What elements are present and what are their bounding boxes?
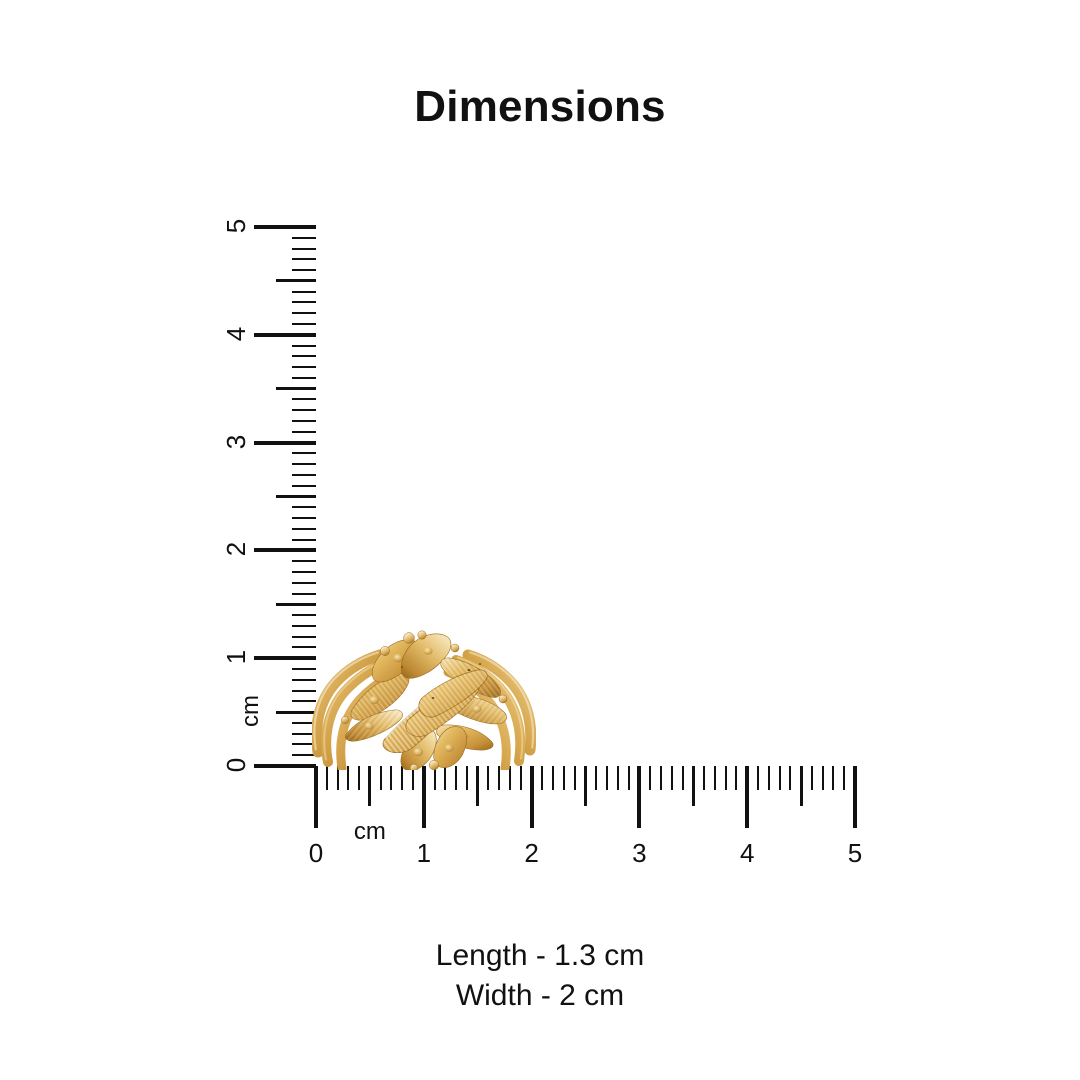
vertical-ruler-tick bbox=[292, 570, 316, 573]
vertical-ruler-tick bbox=[254, 332, 316, 337]
vertical-ruler-tick bbox=[254, 764, 316, 768]
horizontal-ruler-label: 4 bbox=[739, 838, 755, 868]
horizontal-ruler-tick bbox=[853, 766, 857, 828]
horizontal-ruler-label: 5 bbox=[847, 838, 863, 868]
vertical-ruler-tick bbox=[292, 398, 316, 401]
horizontal-ruler-tick bbox=[529, 766, 534, 828]
vertical-ruler-tick bbox=[254, 440, 316, 445]
vertical-ruler-tick bbox=[292, 290, 316, 293]
vertical-ruler-tick bbox=[292, 430, 316, 433]
horizontal-ruler-tick bbox=[573, 766, 576, 790]
vertical-ruler-tick bbox=[292, 409, 316, 412]
vertical-ruler-tick bbox=[292, 258, 316, 261]
vertical-ruler-label: 4 bbox=[221, 326, 251, 342]
horizontal-ruler-tick bbox=[735, 766, 738, 790]
vertical-ruler-tick bbox=[254, 225, 316, 229]
vertical-ruler-tick bbox=[292, 420, 316, 423]
horizontal-ruler-tick bbox=[843, 766, 846, 790]
horizontal-ruler-label: 2 bbox=[524, 838, 539, 868]
vertical-ruler-tick bbox=[292, 506, 316, 509]
vertical-ruler-tick bbox=[292, 581, 316, 584]
vertical-ruler-tick bbox=[292, 301, 316, 304]
horizontal-ruler-tick bbox=[421, 766, 426, 828]
horizontal-ruler-tick bbox=[627, 766, 630, 790]
horizontal-ruler-tick bbox=[541, 766, 544, 790]
vertical-ruler-tick bbox=[276, 602, 316, 606]
horizontal-ruler-tick bbox=[832, 766, 835, 790]
vertical-ruler-tick bbox=[292, 463, 316, 466]
horizontal-ruler-tick bbox=[637, 766, 642, 828]
horizontal-ruler-tick bbox=[713, 766, 716, 790]
horizontal-ruler-unit-label: cm bbox=[353, 818, 386, 845]
horizontal-ruler-tick bbox=[703, 766, 706, 790]
vertical-ruler-tick bbox=[292, 366, 316, 369]
vertical-ruler-label: 5 bbox=[221, 218, 251, 234]
vertical-ruler-label: 1 bbox=[221, 649, 251, 665]
horizontal-ruler-tick bbox=[691, 766, 695, 806]
horizontal-ruler-tick bbox=[584, 766, 587, 806]
vertical-ruler-tick bbox=[292, 355, 316, 358]
horizontal-ruler-label: 3 bbox=[632, 838, 647, 868]
horizontal-ruler-tick bbox=[552, 766, 555, 790]
vertical-ruler-label: 0 bbox=[221, 757, 251, 773]
vertical-ruler-label: 2 bbox=[221, 542, 251, 557]
vertical-ruler-tick bbox=[292, 344, 316, 347]
horizontal-ruler-tick bbox=[799, 766, 803, 806]
horizontal-ruler-tick bbox=[767, 766, 770, 790]
vertical-ruler-tick bbox=[292, 452, 316, 455]
horizontal-ruler-tick bbox=[756, 766, 759, 790]
vertical-ruler-tick bbox=[276, 387, 316, 391]
vertical-ruler-tick bbox=[292, 484, 316, 487]
horizontal-ruler-tick bbox=[595, 766, 598, 790]
caption-length: Length - 1.3 cm bbox=[435, 939, 645, 972]
vertical-ruler-tick bbox=[292, 560, 316, 563]
vertical-ruler-tick bbox=[276, 279, 316, 283]
horizontal-ruler-tick bbox=[616, 766, 619, 790]
vertical-ruler-tick bbox=[292, 517, 316, 520]
vertical-ruler-tick bbox=[276, 495, 316, 498]
vertical-ruler-tick bbox=[292, 592, 316, 595]
horizontal-ruler-label: 1 bbox=[416, 838, 432, 868]
vertical-ruler-label: 3 bbox=[221, 434, 251, 449]
horizontal-ruler-tick bbox=[649, 766, 652, 790]
horizontal-ruler-tick bbox=[606, 766, 609, 790]
dimensions-caption: Length - 1.3 cm Width - 2 cm bbox=[0, 936, 1080, 1015]
vertical-ruler-unit-label: cm bbox=[237, 695, 264, 728]
horizontal-ruler-tick bbox=[745, 766, 750, 828]
vertical-ruler-tick bbox=[292, 236, 316, 239]
ring-illustration bbox=[312, 630, 536, 770]
vertical-ruler-tick bbox=[292, 312, 316, 315]
horizontal-ruler-tick bbox=[368, 766, 372, 806]
product-image-gold-knot-ring bbox=[312, 624, 536, 770]
vertical-ruler-tick bbox=[292, 527, 316, 530]
horizontal-ruler-tick bbox=[681, 766, 684, 790]
horizontal-ruler-tick bbox=[314, 766, 318, 828]
vertical-ruler-tick bbox=[292, 247, 316, 250]
horizontal-ruler-tick bbox=[789, 766, 792, 790]
caption-width: Width - 2 cm bbox=[455, 978, 625, 1012]
horizontal-ruler-tick bbox=[476, 766, 480, 806]
vertical-ruler-tick bbox=[292, 323, 316, 326]
vertical-ruler-tick bbox=[292, 269, 316, 272]
horizontal-ruler-tick bbox=[670, 766, 673, 790]
page-title: Dimensions bbox=[414, 82, 666, 131]
horizontal-ruler-tick bbox=[724, 766, 727, 790]
vertical-ruler-tick bbox=[276, 710, 316, 714]
vertical-ruler-tick bbox=[292, 376, 316, 379]
horizontal-ruler-tick bbox=[821, 766, 824, 790]
horizontal-ruler-label: 0 bbox=[308, 838, 324, 868]
vertical-ruler-tick bbox=[254, 656, 316, 661]
vertical-ruler-tick bbox=[254, 548, 316, 553]
horizontal-ruler-tick bbox=[659, 766, 662, 790]
vertical-ruler-tick bbox=[292, 538, 316, 541]
horizontal-ruler-tick bbox=[778, 766, 781, 790]
horizontal-ruler-tick bbox=[810, 766, 813, 790]
vertical-ruler-tick bbox=[292, 473, 316, 476]
horizontal-ruler-tick bbox=[562, 766, 565, 790]
vertical-ruler-tick bbox=[292, 614, 316, 617]
